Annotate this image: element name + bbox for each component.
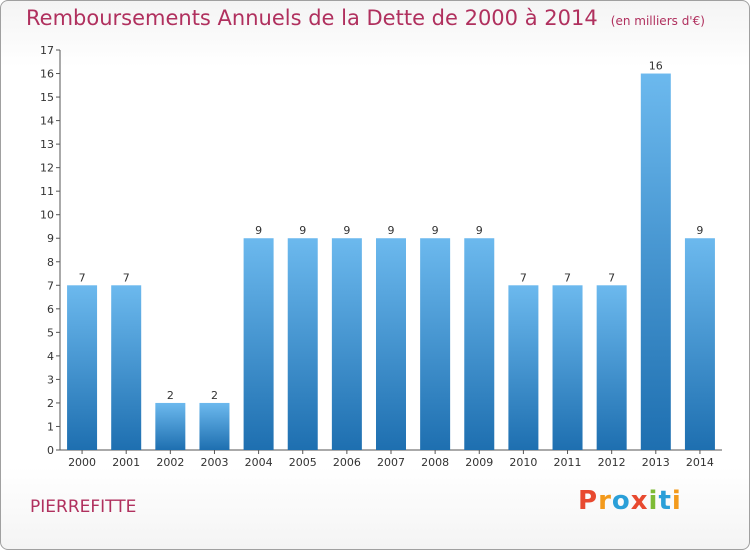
y-tick-label: 16 [40, 68, 54, 81]
title-line: Remboursements Annuels de la Dette de 20… [26, 6, 705, 30]
chart-title: Remboursements Annuels de la Dette de 20… [26, 6, 598, 30]
y-tick-label: 1 [47, 420, 54, 433]
logo-letter: o [611, 486, 631, 516]
y-tick-label: 11 [40, 185, 54, 198]
data-label: 16 [649, 60, 663, 73]
x-tick-label: 2011 [554, 456, 582, 469]
logo-letter: P [578, 486, 599, 516]
bar [287, 238, 318, 450]
x-tick-label: 2009 [465, 456, 493, 469]
data-label: 2 [211, 389, 218, 402]
data-label: 7 [520, 271, 527, 284]
bars-group: 7 7 2 2 9 9 9 9 9 9 7 7 7 16 9 [67, 60, 715, 450]
bar [243, 238, 274, 450]
data-label: 9 [255, 224, 262, 237]
logo-letter: r [598, 486, 612, 516]
x-tick-label: 2008 [421, 456, 449, 469]
x-tick-label: 2004 [245, 456, 273, 469]
proxiti-logo[interactable]: Proxiti [578, 486, 682, 516]
data-label: 9 [696, 224, 703, 237]
bar [596, 285, 627, 450]
bar [552, 285, 583, 450]
data-label: 9 [343, 224, 350, 237]
bar [640, 73, 671, 450]
bar [376, 238, 406, 450]
y-tick-label: 5 [47, 326, 54, 339]
commune-name: PIERREFITTE [30, 497, 137, 517]
data-label: 7 [608, 271, 615, 284]
data-label: 9 [299, 224, 306, 237]
bar [420, 238, 451, 450]
y-tick-label: 17 [40, 44, 54, 57]
bar [464, 238, 495, 450]
x-tick-label: 2013 [642, 456, 670, 469]
data-label: 9 [388, 224, 395, 237]
x-tick-label: 2002 [156, 456, 184, 469]
bar [111, 285, 142, 450]
bar [199, 402, 230, 450]
y-tick-label: 8 [47, 256, 54, 269]
data-label: 7 [79, 271, 86, 284]
y-tick-label: 13 [40, 138, 54, 151]
bar [508, 285, 539, 450]
x-tick-label: 2010 [509, 456, 537, 469]
y-tick-label: 14 [40, 115, 54, 128]
y-tick-label: 10 [40, 209, 54, 222]
x-tick-label: 2012 [598, 456, 626, 469]
logo-letter: i [648, 486, 659, 516]
y-tick-label: 0 [47, 444, 54, 457]
x-tick-label: 2001 [112, 456, 140, 469]
y-tick-label: 7 [47, 279, 54, 292]
data-label: 7 [123, 271, 130, 284]
logo-letter: i [671, 486, 682, 516]
logo-letter: x [630, 486, 649, 516]
bar [684, 238, 715, 450]
bar [331, 238, 362, 450]
y-tick-label: 2 [47, 397, 54, 410]
x-tick-label: 2003 [200, 456, 228, 469]
y-tick-label: 6 [47, 303, 54, 316]
data-label: 7 [564, 271, 571, 284]
y-tick-label: 12 [40, 162, 54, 175]
x-tick-label: 2006 [333, 456, 361, 469]
x-tick-label: 2007 [377, 456, 405, 469]
x-tick-label: 2014 [686, 456, 714, 469]
y-tick-label: 4 [47, 350, 54, 363]
data-label: 9 [432, 224, 439, 237]
logo-letter: t [658, 486, 672, 516]
unit-note: (en milliers d'€) [610, 14, 705, 28]
bar [155, 402, 186, 450]
x-tick-label: 2005 [289, 456, 317, 469]
data-label: 9 [476, 224, 483, 237]
y-tick-label: 15 [40, 91, 54, 104]
data-label: 2 [167, 389, 174, 402]
x-tick-label: 2000 [68, 456, 96, 469]
bar [67, 285, 98, 450]
y-tick-label: 9 [47, 232, 54, 245]
y-tick-label: 3 [47, 373, 54, 386]
